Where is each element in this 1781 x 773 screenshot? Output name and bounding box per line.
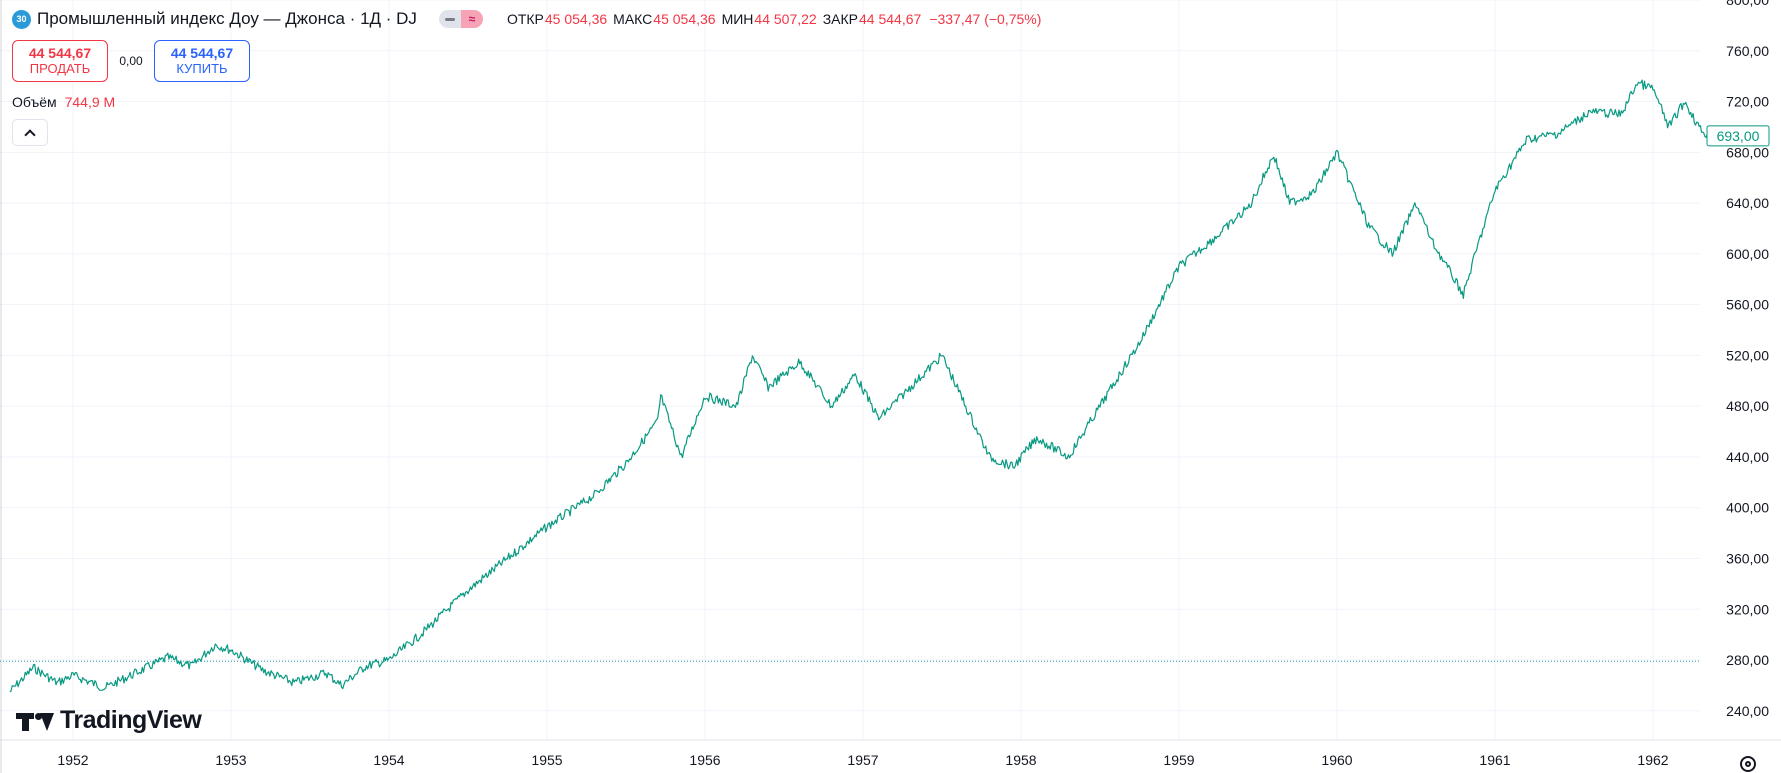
y-tick-label: 760,00 xyxy=(1726,43,1769,59)
y-tick-label: 520,00 xyxy=(1726,347,1769,363)
y-tick-label: 280,00 xyxy=(1726,652,1769,668)
volume-label: Объём xyxy=(12,94,57,110)
y-tick-label: 400,00 xyxy=(1726,500,1769,516)
sell-label: ПРОДАТЬ xyxy=(29,61,91,76)
buy-price: 44 544,67 xyxy=(170,45,234,61)
y-tick-label: 680,00 xyxy=(1726,144,1769,160)
spread-value: 0,00 xyxy=(119,54,143,68)
x-tick-label: 1957 xyxy=(847,752,878,768)
sell-button[interactable]: 44 544,67 ПРОДАТЬ xyxy=(12,40,108,82)
buy-label: КУПИТЬ xyxy=(176,61,228,76)
x-tick-label: 1959 xyxy=(1163,752,1194,768)
change-value: −337,47 (−0,75%) xyxy=(929,11,1042,27)
ohlc-values: ОТКР 45 054,36 МАКС 45 054,36 МИН 44 507… xyxy=(501,11,1041,27)
y-tick-label: 640,00 xyxy=(1726,195,1769,211)
last-price-label: 693,00 xyxy=(1717,128,1760,144)
compare-toggle[interactable]: ≈ xyxy=(438,10,483,28)
tradingview-logo[interactable]: TradingView xyxy=(16,706,202,735)
volume-value: 744,9 M xyxy=(64,94,116,110)
y-tick-label: 480,00 xyxy=(1726,398,1769,414)
collapse-legend-button[interactable] xyxy=(12,119,48,146)
sell-price: 44 544,67 xyxy=(28,45,92,61)
x-tick-label: 1956 xyxy=(689,752,720,768)
y-tick-label: 800,00 xyxy=(1726,0,1769,8)
x-tick-label: 1952 xyxy=(57,752,88,768)
y-tick-label: 600,00 xyxy=(1726,246,1769,262)
open-value: 45 054,36 xyxy=(544,11,608,27)
x-tick-label: 1958 xyxy=(1005,752,1036,768)
low-value: 44 507,22 xyxy=(754,11,817,27)
y-tick-label: 560,00 xyxy=(1726,297,1769,313)
low-label: МИН xyxy=(721,11,754,27)
buy-button[interactable]: 44 544,67 КУПИТЬ xyxy=(154,40,250,82)
close-label: ЗАКР xyxy=(822,11,859,27)
y-tick-label: 360,00 xyxy=(1726,550,1769,566)
high-label: МАКС xyxy=(613,11,653,27)
x-tick-label: 1962 xyxy=(1637,752,1668,768)
symbol-title[interactable]: Промышленный индекс Доу — Джонса · 1Д · … xyxy=(37,9,417,28)
x-tick-label: 1955 xyxy=(531,752,562,768)
y-tick-label: 320,00 xyxy=(1726,601,1769,617)
close-value: 44 544,67 xyxy=(859,11,922,27)
high-value: 45 054,36 xyxy=(653,11,716,27)
x-tick-label: 1960 xyxy=(1321,752,1352,768)
y-tick-label: 240,00 xyxy=(1726,703,1769,719)
tradingview-logo-icon xyxy=(16,709,54,733)
x-tick-label: 1953 xyxy=(215,752,246,768)
last-price-box xyxy=(1706,125,1770,147)
approx-icon[interactable]: ≈ xyxy=(460,10,483,28)
y-tick-label: 720,00 xyxy=(1726,94,1769,110)
y-tick-label: 440,00 xyxy=(1726,449,1769,465)
hide-icon[interactable] xyxy=(438,10,461,28)
chevron-up-icon xyxy=(24,128,36,141)
volume-legend[interactable]: Объём 744,9 M xyxy=(12,94,115,110)
tradingview-wordmark: TradingView xyxy=(60,706,202,734)
x-tick-label: 1954 xyxy=(373,752,404,768)
dow-30-badge-icon[interactable]: 30 xyxy=(12,9,31,29)
trade-panel: 44 544,67 ПРОДАТЬ 0,00 44 544,67 КУПИТЬ xyxy=(12,40,250,82)
symbol-legend: 30 Промышленный индекс Доу — Джонса · 1Д… xyxy=(12,8,1041,30)
x-tick-label: 1961 xyxy=(1479,752,1510,768)
open-label: ОТКР xyxy=(506,11,544,27)
settings-gear-icon[interactable] xyxy=(1740,756,1756,772)
price-series-line xyxy=(9,79,1709,693)
